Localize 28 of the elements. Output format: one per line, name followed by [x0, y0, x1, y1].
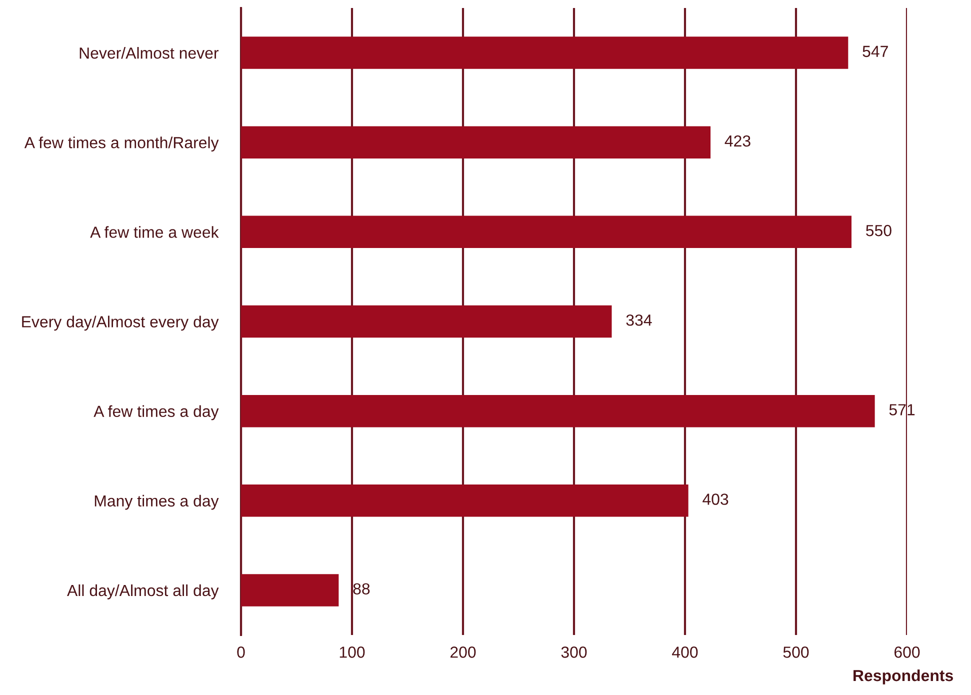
- data-label: 88: [353, 583, 370, 594]
- y-tick-label: All day/Almost all day: [67, 584, 219, 600]
- x-tick-label: 400: [672, 646, 698, 658]
- x-tick-label: 300: [561, 646, 587, 658]
- x-tick-label: 0: [237, 646, 245, 658]
- data-label: 550: [866, 224, 892, 236]
- bar: [241, 36, 848, 69]
- bar: [241, 126, 711, 158]
- bar: [241, 484, 688, 517]
- x-tick-label: 600: [894, 646, 920, 658]
- y-tick-label: A few times a day: [94, 405, 219, 420]
- data-label: 423: [724, 135, 750, 147]
- y-tick-label: Never/Almost never: [80, 47, 219, 59]
- y-tick-label: A few times a month/Rarely: [24, 136, 219, 152]
- bar: [241, 305, 612, 338]
- x-axis-title: Respondents: [854, 669, 953, 684]
- bar: [241, 394, 875, 428]
- x-tick-label: 100: [340, 646, 365, 658]
- bar: [241, 574, 339, 606]
- y-tick-label: Many times a day: [94, 494, 219, 510]
- x-tick-label: 500: [783, 646, 809, 658]
- data-label: 334: [626, 314, 652, 326]
- data-label: 403: [702, 494, 728, 505]
- bar: [241, 216, 852, 248]
- x-tick-label: 200: [450, 646, 476, 658]
- y-tick-label: A few time a week: [90, 226, 219, 238]
- data-label: 547: [862, 46, 888, 58]
- y-tick-label: Every day/Almost every day: [22, 316, 219, 331]
